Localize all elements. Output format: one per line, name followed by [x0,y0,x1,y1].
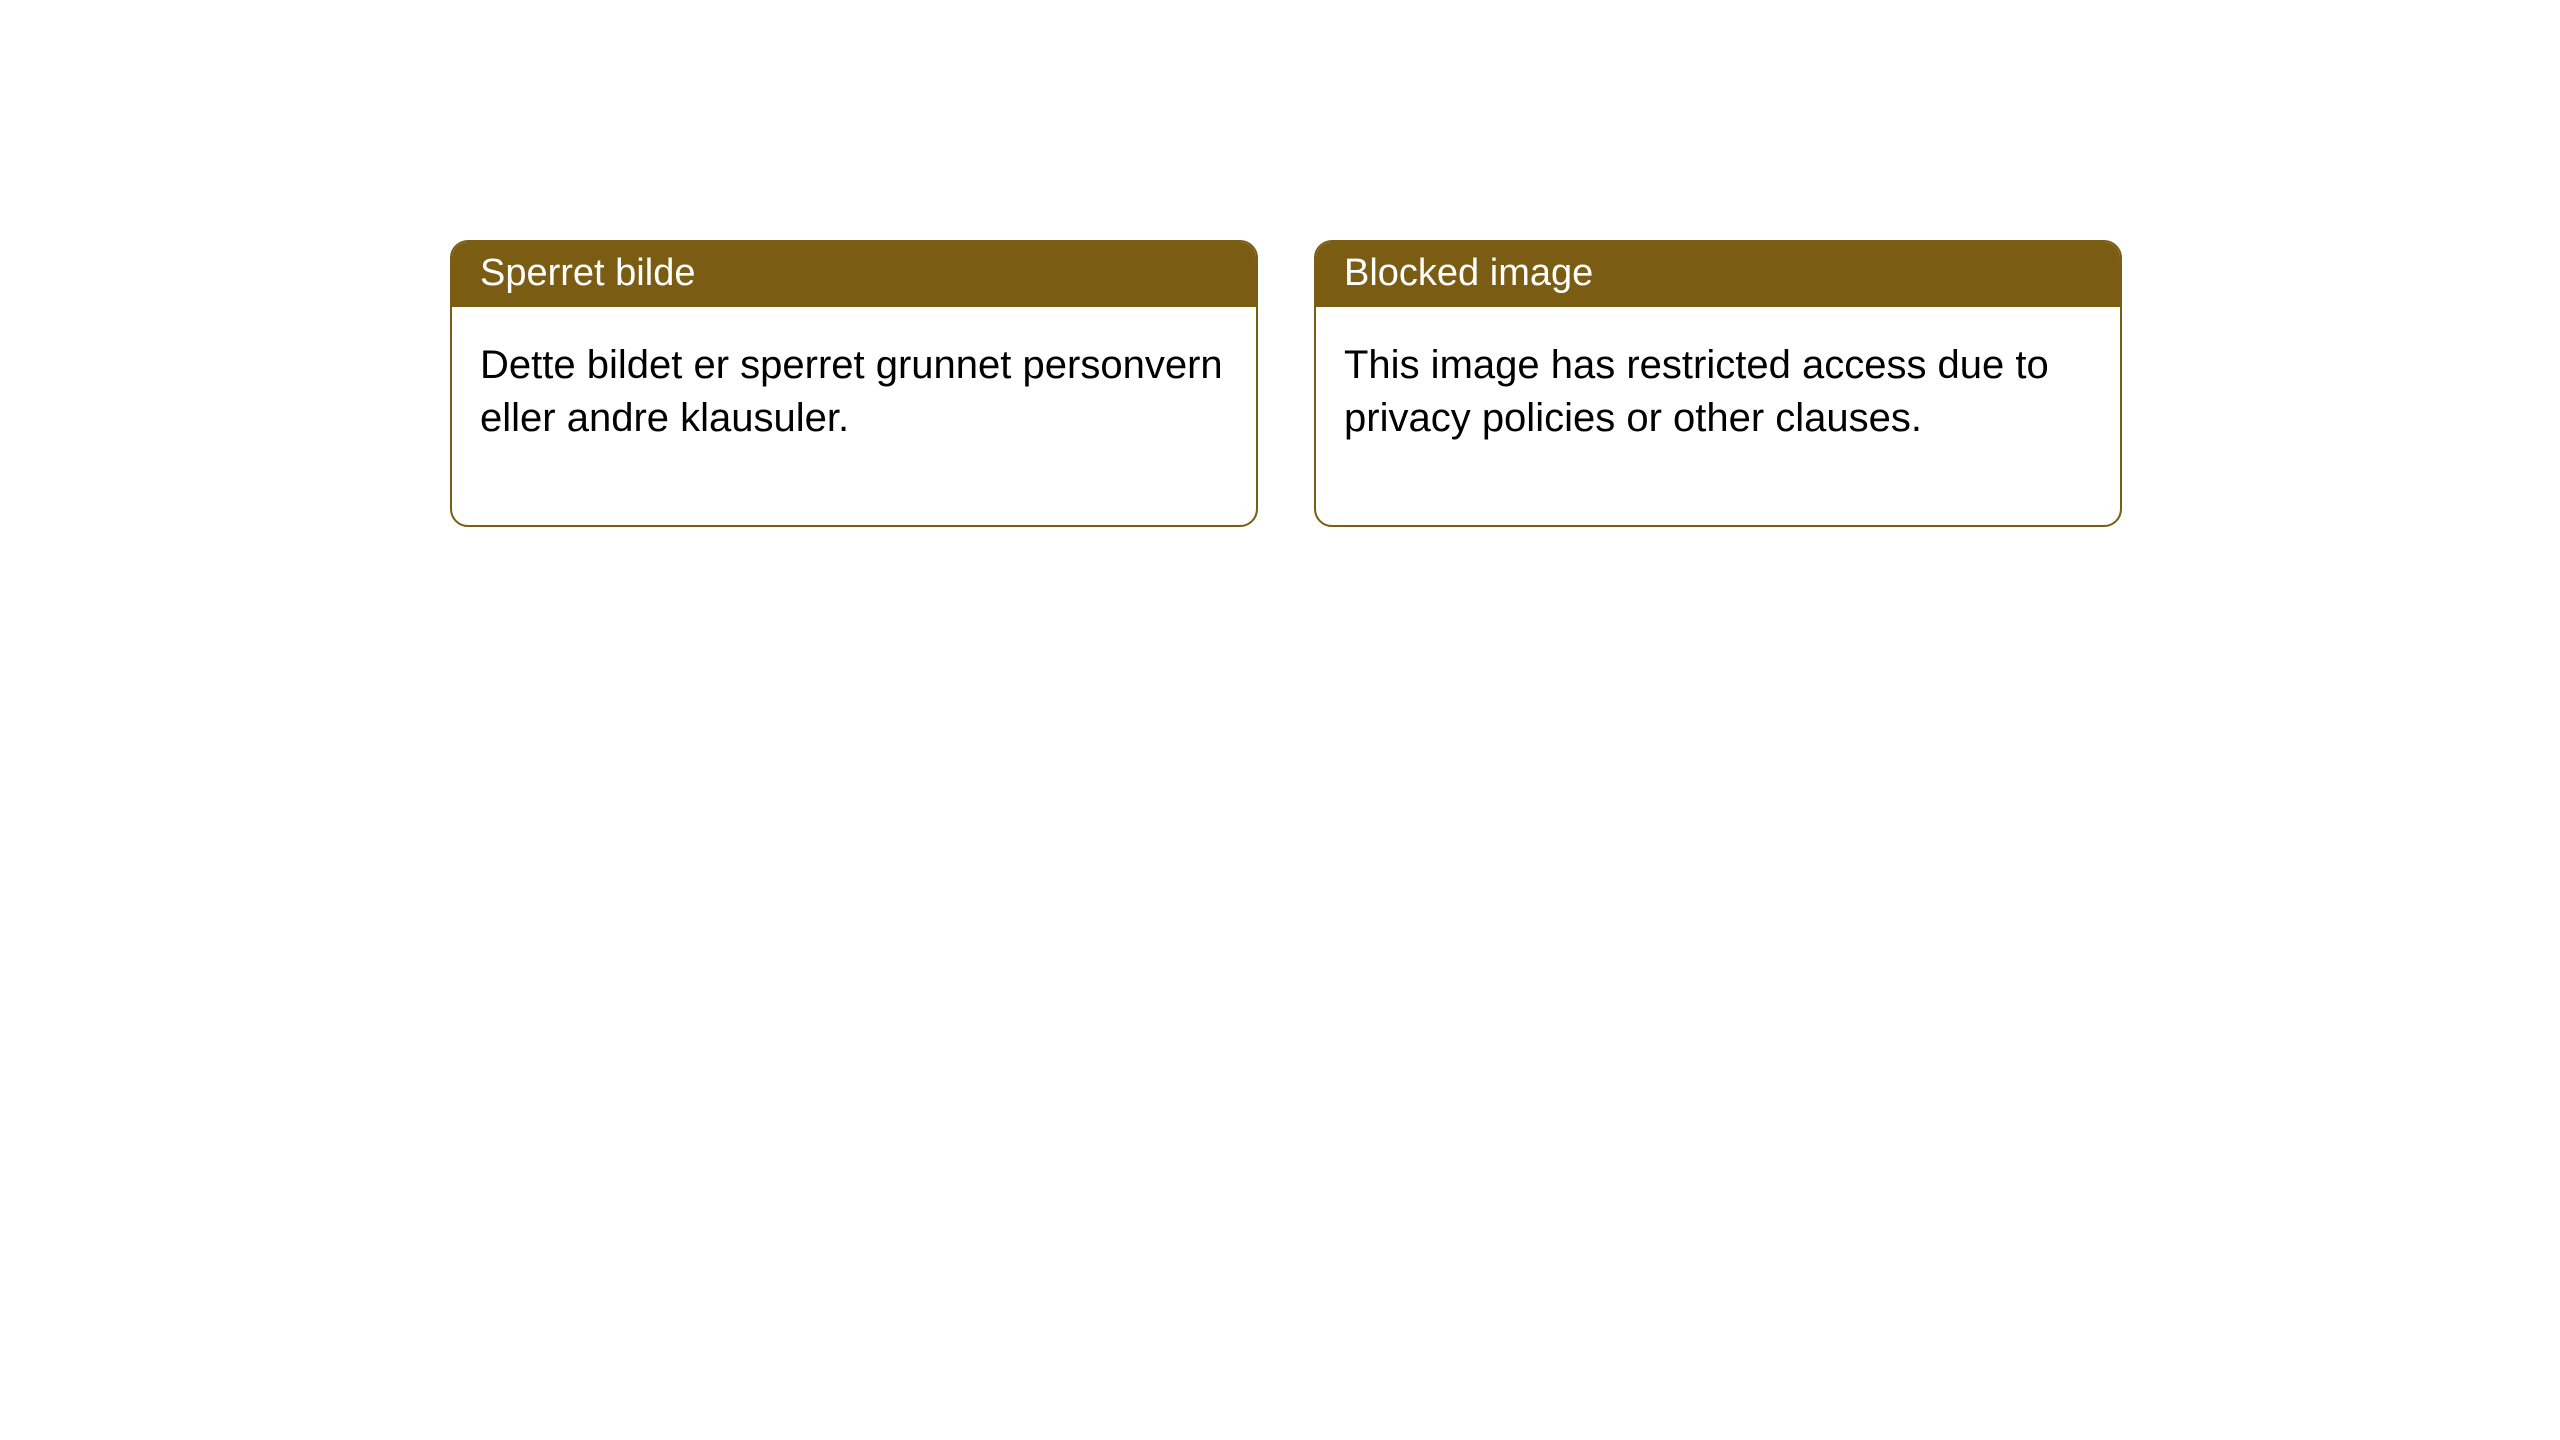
notice-card-english: Blocked image This image has restricted … [1314,240,2122,527]
notice-title: Sperret bilde [480,252,695,294]
notice-body: This image has restricted access due to … [1316,307,2120,525]
notice-title: Blocked image [1344,252,1593,294]
notice-card-norwegian: Sperret bilde Dette bildet er sperret gr… [450,240,1258,527]
notice-container: Sperret bilde Dette bildet er sperret gr… [450,240,2122,527]
notice-body: Dette bildet er sperret grunnet personve… [452,307,1256,525]
notice-header: Blocked image [1316,242,2120,307]
notice-header: Sperret bilde [452,242,1256,307]
notice-text: This image has restricted access due to … [1344,343,2049,440]
notice-text: Dette bildet er sperret grunnet personve… [480,343,1223,440]
